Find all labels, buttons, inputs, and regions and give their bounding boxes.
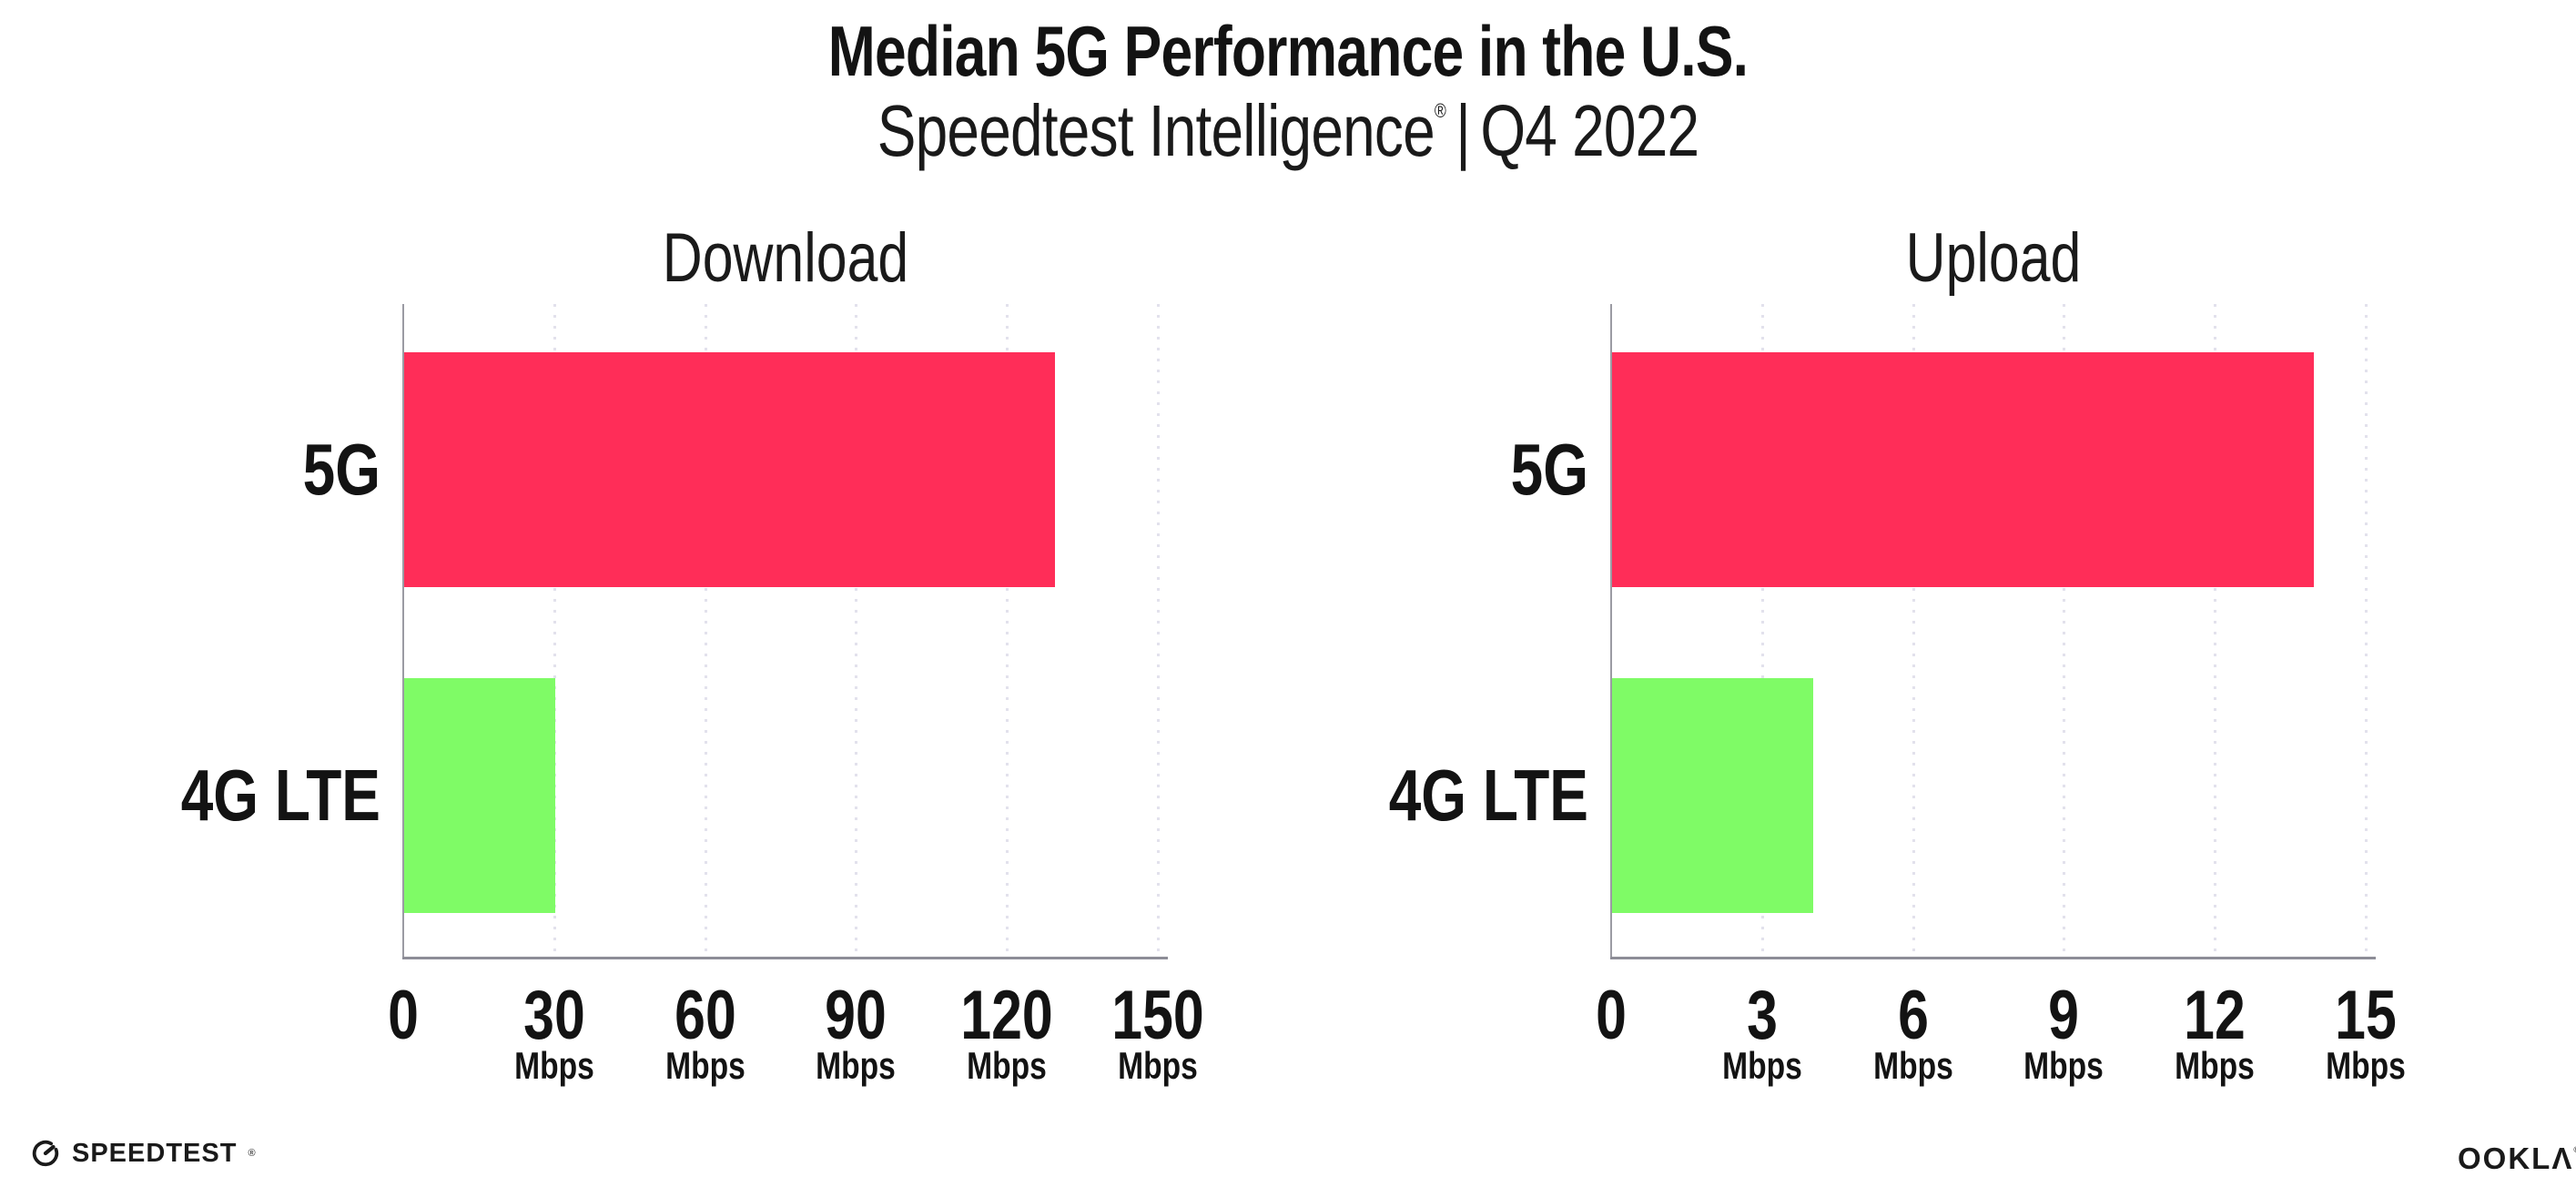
gridline-15 xyxy=(2365,304,2368,957)
category-label-4g-lte: 4G LTE xyxy=(180,755,380,836)
speedtest-logo: SPEEDTEST ® xyxy=(30,1138,256,1169)
speedtest-gauge-icon xyxy=(30,1138,61,1169)
subtitle-brand: Speedtest Intelligence xyxy=(877,90,1435,171)
chart-title-upload: Upload xyxy=(1905,219,2082,297)
tick-label-90: 90 xyxy=(825,977,887,1054)
subtitle-separator: | xyxy=(1455,90,1471,171)
tick-unit-3: Mbps xyxy=(1722,1044,1802,1087)
tick-label-30: 30 xyxy=(523,977,585,1054)
tick-label-9: 9 xyxy=(2048,977,2079,1054)
tick-unit-150: Mbps xyxy=(1118,1044,1198,1087)
gridline-120 xyxy=(1006,304,1009,957)
gridline-30 xyxy=(553,304,556,957)
gridline-60 xyxy=(705,304,707,957)
x-axis-upload xyxy=(1610,957,2376,959)
y-axis-download xyxy=(402,304,404,959)
tick-unit-120: Mbps xyxy=(967,1044,1047,1087)
tick-label-0: 0 xyxy=(388,977,419,1054)
registered-trademark-mark: ® xyxy=(1434,99,1446,122)
gridline-90 xyxy=(855,304,857,957)
ookla-registered-mark: ® xyxy=(2573,1145,2576,1154)
gridline-150 xyxy=(1157,304,1160,957)
gridline-9 xyxy=(2063,304,2065,957)
page-subtitle: Speedtest Intelligence® | Q4 2022 xyxy=(705,93,1871,169)
speedtest-wordmark: SPEEDTEST xyxy=(72,1138,238,1168)
tick-label-60: 60 xyxy=(674,977,736,1054)
category-label-4g-lte: 4G LTE xyxy=(1388,755,1588,836)
tick-label-150: 150 xyxy=(1111,977,1204,1054)
speedtest-registered-mark: ® xyxy=(248,1148,256,1159)
ookla-logo: OOKLΛ® xyxy=(2458,1143,2576,1173)
chart-title-download: Download xyxy=(662,219,909,297)
tick-label-12: 12 xyxy=(2184,977,2246,1054)
tick-unit-12: Mbps xyxy=(2175,1044,2255,1087)
gridline-6 xyxy=(1912,304,1915,957)
x-axis-download xyxy=(402,957,1168,959)
bar-4g-lte-upload xyxy=(1612,678,1813,913)
tick-unit-60: Mbps xyxy=(665,1044,745,1087)
bar-5g-upload xyxy=(1612,352,2314,587)
subtitle-period: Q4 2022 xyxy=(1480,90,1699,171)
category-label-5g: 5G xyxy=(302,429,380,510)
tick-unit-6: Mbps xyxy=(1873,1044,1953,1087)
tick-unit-30: Mbps xyxy=(514,1044,594,1087)
tick-label-6: 6 xyxy=(1898,977,1929,1054)
ookla-wordmark: OOKLΛ xyxy=(2458,1141,2574,1175)
tick-label-120: 120 xyxy=(960,977,1053,1054)
tick-label-3: 3 xyxy=(1747,977,1778,1054)
tick-label-0: 0 xyxy=(1596,977,1627,1054)
gridline-12 xyxy=(2214,304,2216,957)
tick-unit-15: Mbps xyxy=(2326,1044,2406,1087)
gridline-3 xyxy=(1761,304,1764,957)
category-label-5g: 5G xyxy=(1510,429,1588,510)
y-axis-upload xyxy=(1610,304,1612,959)
tick-label-15: 15 xyxy=(2335,977,2397,1054)
tick-unit-9: Mbps xyxy=(2023,1044,2104,1087)
bar-5g-download xyxy=(404,352,1055,587)
bar-4g-lte-download xyxy=(404,678,555,913)
tick-unit-90: Mbps xyxy=(816,1044,896,1087)
page-title: Median 5G Performance in the U.S. xyxy=(827,11,1749,91)
